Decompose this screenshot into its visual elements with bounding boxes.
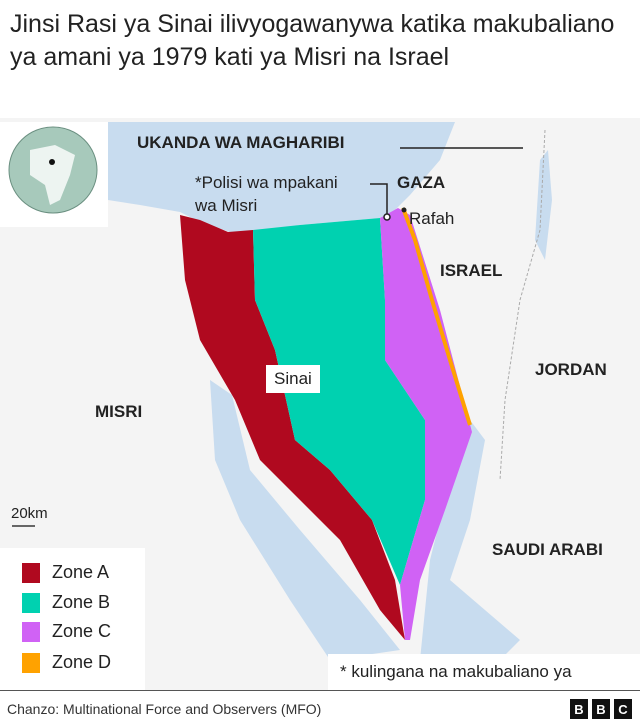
legend-zone-a: Zone A	[22, 562, 109, 583]
zone-d	[401, 207, 472, 426]
label-police-2: wa Misri	[195, 196, 258, 215]
location-marker	[49, 159, 55, 165]
legend-zone-d: Zone D	[22, 652, 111, 673]
legend-zone-c: Zone C	[22, 621, 111, 642]
map-title: Jinsi Rasi ya Sinai ilivyogawanywa katik…	[10, 10, 615, 71]
border-line	[499, 129, 546, 481]
police-marker	[383, 213, 391, 221]
police-leader	[370, 183, 388, 214]
label-rafah: Rafah	[409, 209, 455, 228]
zone-a	[180, 215, 405, 640]
mediterranean-sea	[108, 122, 455, 232]
zone-c	[380, 208, 472, 640]
label-saudi: SAUDI ARABI	[492, 540, 603, 559]
rafah-marker	[401, 207, 407, 213]
source-text: Chanzo: Multinational Force and Observer…	[7, 701, 322, 717]
footer: Chanzo: Multinational Force and Observer…	[0, 690, 640, 725]
legend-label: Zone C	[52, 621, 112, 641]
legend: Zone A Zone B Zone C Zone D	[0, 548, 145, 690]
label-police: *Polisi wa mpakani	[195, 173, 338, 192]
label-sinai: Sinai	[266, 365, 320, 393]
footnote: * kulingana na makubaliano ya	[328, 654, 640, 690]
label-west-bank: UKANDA WA MAGHARIBI	[137, 133, 345, 152]
label-jordan: JORDAN	[535, 360, 607, 379]
zone-b	[253, 218, 425, 585]
swatch-zone-a	[22, 562, 40, 583]
label-gaza: GAZA	[397, 173, 446, 192]
legend-label: Zone D	[52, 652, 112, 672]
legend-label: Zone B	[52, 592, 111, 612]
swatch-zone-d	[22, 652, 40, 673]
scale-label: 20km	[11, 505, 48, 522]
legend-label: Zone A	[52, 562, 110, 582]
gulf-of-aqaba	[420, 420, 520, 660]
label-misri: MISRI	[95, 402, 143, 421]
swatch-zone-c	[22, 621, 40, 642]
gulf-of-suez	[210, 380, 400, 660]
legend-zone-b: Zone B	[22, 592, 110, 613]
swatch-zone-b	[22, 592, 40, 613]
label-israel: ISRAEL	[440, 261, 503, 280]
